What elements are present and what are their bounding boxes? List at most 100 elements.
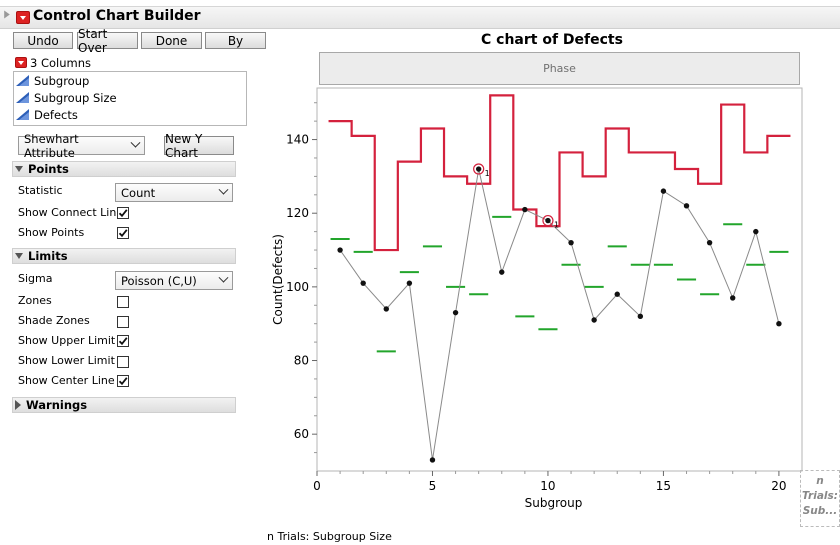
warnings-section-header[interactable]: Warnings bbox=[12, 397, 236, 413]
show-lower-limit-checkbox[interactable] bbox=[117, 356, 129, 368]
phase-label: Phase bbox=[543, 62, 576, 75]
y-axis-label: Count(Defects) bbox=[271, 234, 285, 325]
column-item-defects[interactable]: Defects bbox=[14, 106, 246, 123]
n-trials-footer-label: n Trials: Subgroup Size bbox=[267, 530, 392, 543]
show-center-line-label: Show Center Line bbox=[18, 374, 115, 387]
checkmark-icon bbox=[118, 229, 128, 238]
by-button[interactable]: By bbox=[205, 32, 266, 49]
data-point bbox=[360, 280, 366, 286]
data-point bbox=[383, 306, 389, 312]
upper-control-limit bbox=[328, 94, 791, 252]
column-item-subgroup[interactable]: Subgroup bbox=[14, 72, 246, 89]
connect-line bbox=[339, 168, 780, 461]
data-point bbox=[776, 320, 782, 327]
statistic-value: Count bbox=[121, 185, 156, 200]
show-connect-line-label: Show Connect Line bbox=[18, 206, 124, 219]
flag-label: 1 bbox=[554, 221, 559, 230]
column-label: Defects bbox=[34, 107, 78, 122]
continuous-column-icon bbox=[16, 92, 29, 103]
x-tick-label: 0 bbox=[313, 479, 321, 493]
zones-checkbox[interactable] bbox=[117, 296, 129, 308]
chart-type-select[interactable]: Shewhart Attribute bbox=[18, 132, 145, 160]
flag-label: 1 bbox=[485, 169, 490, 178]
data-point bbox=[429, 457, 436, 463]
checkmark-icon bbox=[118, 337, 128, 346]
show-connect-line-checkbox[interactable] bbox=[117, 207, 129, 219]
column-label: Subgroup bbox=[34, 73, 90, 88]
y-tick-label: 140 bbox=[286, 133, 309, 147]
shade-zones-checkbox[interactable] bbox=[117, 316, 129, 328]
warnings-section-title: Warnings bbox=[26, 398, 88, 412]
title-bar bbox=[0, 6, 840, 29]
limits-section-title: Limits bbox=[28, 249, 68, 263]
red-triangle-menu-icon[interactable] bbox=[16, 11, 30, 24]
data-point bbox=[475, 166, 482, 172]
continuous-column-icon bbox=[16, 75, 29, 86]
statistic-select[interactable]: Count bbox=[115, 183, 233, 202]
data-point bbox=[452, 309, 459, 316]
show-upper-limit-checkbox[interactable] bbox=[117, 335, 129, 347]
n-trials-line-2: Trials: bbox=[802, 490, 838, 502]
done-button[interactable]: Done bbox=[141, 32, 202, 49]
sigma-label: Sigma bbox=[18, 272, 53, 285]
chart-title: C chart of Defects bbox=[481, 32, 623, 48]
column-item-subgroup-size[interactable]: Subgroup Size bbox=[14, 89, 246, 106]
continuous-column-icon bbox=[16, 109, 29, 120]
x-tick-label: 20 bbox=[771, 479, 786, 493]
data-point bbox=[660, 188, 667, 194]
x-tick-label: 15 bbox=[656, 479, 671, 493]
show-points-checkbox[interactable] bbox=[117, 227, 129, 239]
flagged-point-ring bbox=[473, 163, 485, 175]
show-center-line-checkbox[interactable] bbox=[117, 375, 129, 387]
data-point bbox=[730, 295, 736, 301]
n-trials-line-3: Sub... bbox=[802, 505, 838, 517]
checkmark-icon bbox=[118, 209, 128, 218]
x-axis-label: Subgroup bbox=[525, 496, 583, 510]
checkmark-icon bbox=[118, 377, 128, 386]
data-point bbox=[614, 291, 620, 297]
sigma-value: Poisson (C,U) bbox=[121, 273, 197, 288]
show-upper-limit-label: Show Upper Limit bbox=[18, 334, 116, 347]
columns-header: 3 Columns bbox=[30, 56, 92, 70]
data-point bbox=[683, 203, 690, 209]
data-point bbox=[637, 313, 644, 320]
limits-section-header[interactable]: Limits bbox=[12, 248, 236, 264]
flagged-point-ring bbox=[542, 214, 554, 227]
x-tick-label: 10 bbox=[540, 479, 555, 493]
sigma-select[interactable]: Poisson (C,U) bbox=[115, 271, 233, 290]
shade-zones-label: Shade Zones bbox=[18, 314, 90, 327]
phase-drop-zone[interactable]: Phase bbox=[319, 52, 800, 85]
show-lower-limit-label: Show Lower Limit bbox=[18, 354, 115, 367]
show-points-label: Show Points bbox=[18, 226, 85, 239]
points-section-title: Points bbox=[28, 162, 69, 176]
undo-button[interactable]: Undo bbox=[13, 32, 73, 49]
data-point bbox=[406, 280, 413, 286]
data-point bbox=[522, 206, 528, 213]
disclosure-open-icon bbox=[15, 166, 23, 172]
columns-menu-icon[interactable] bbox=[15, 57, 27, 68]
data-point bbox=[568, 239, 574, 246]
points-section-header[interactable]: Points bbox=[12, 161, 236, 177]
x-tick-label: 5 bbox=[429, 479, 437, 493]
data-point bbox=[753, 228, 759, 235]
chart-type-value: Shewhart Attribute bbox=[24, 131, 79, 160]
data-point bbox=[545, 217, 551, 224]
column-label: Subgroup Size bbox=[34, 90, 117, 105]
data-point bbox=[499, 269, 505, 275]
y-tick-label: 100 bbox=[286, 280, 309, 294]
y-tick-label: 60 bbox=[294, 427, 309, 441]
data-point bbox=[337, 247, 343, 253]
column-list[interactable]: Subgroup Subgroup Size Defects bbox=[13, 71, 247, 126]
data-point bbox=[591, 317, 597, 323]
plot-frame bbox=[316, 87, 803, 472]
statistic-label: Statistic bbox=[18, 184, 63, 197]
n-trials-line-1: n bbox=[816, 475, 824, 487]
y-tick-label: 80 bbox=[294, 354, 309, 368]
y-tick-label: 120 bbox=[286, 206, 309, 220]
n-trials-drop-zone[interactable]: n Trials: Sub... bbox=[800, 470, 840, 527]
app-title: Control Chart Builder bbox=[33, 8, 201, 24]
disclosure-closed-icon bbox=[15, 400, 21, 410]
disclosure-open-icon bbox=[15, 253, 23, 259]
data-point bbox=[706, 239, 713, 246]
